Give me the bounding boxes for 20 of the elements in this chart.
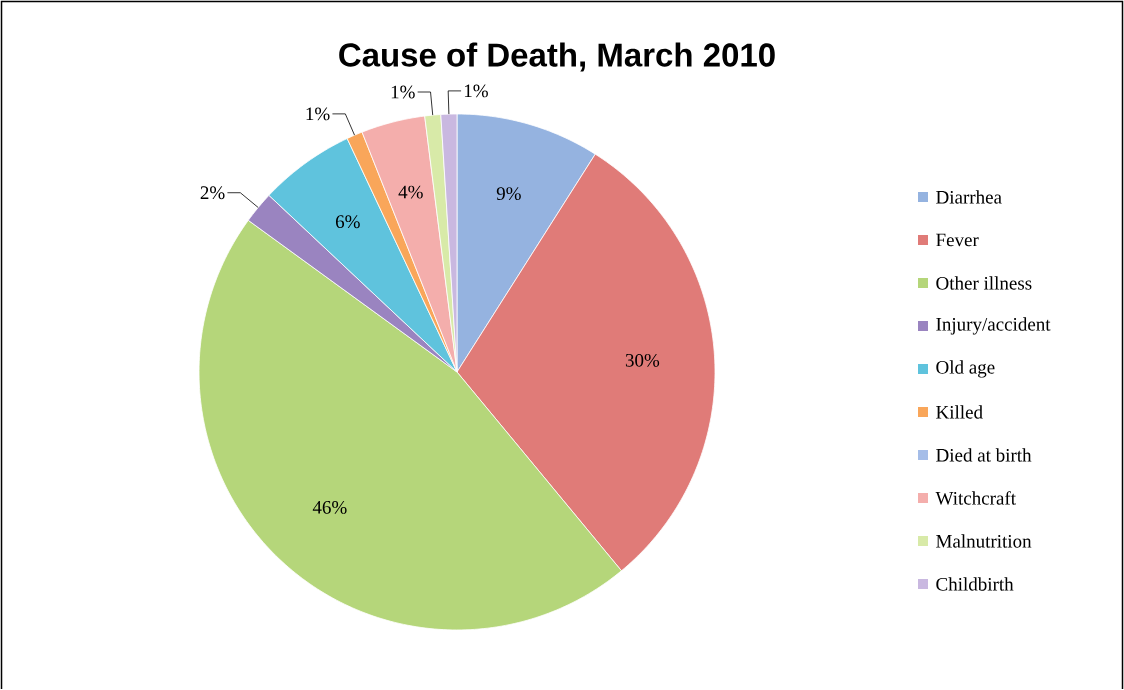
data-label: 46% (312, 501, 347, 514)
legend-label: Diarrhea (936, 190, 1002, 204)
legend-label: Fever (936, 233, 979, 247)
legend-label: Injury/accident (936, 317, 1051, 335)
legend-label: Killed (936, 405, 983, 419)
legend-label: Witchcraft (935, 491, 1016, 505)
legend-label: Old age (936, 360, 995, 378)
legend-label: Malnutrition (936, 534, 1032, 548)
data-label: 6% (335, 215, 360, 229)
data-label: 1% (391, 85, 415, 99)
legend-label: Childbirth (936, 577, 1014, 591)
data-label: 1% (306, 107, 330, 121)
data-label: 1% (464, 84, 488, 98)
legend-label: Other illness (936, 276, 1032, 290)
data-label: 9% (496, 187, 521, 201)
legend-label: Died at birth (936, 448, 1032, 462)
data-label: 30% (625, 354, 660, 367)
chart-title: Cause of Death, March 2010 (339, 42, 775, 72)
data-label: 4% (398, 185, 423, 199)
data-label: 2% (200, 186, 225, 200)
